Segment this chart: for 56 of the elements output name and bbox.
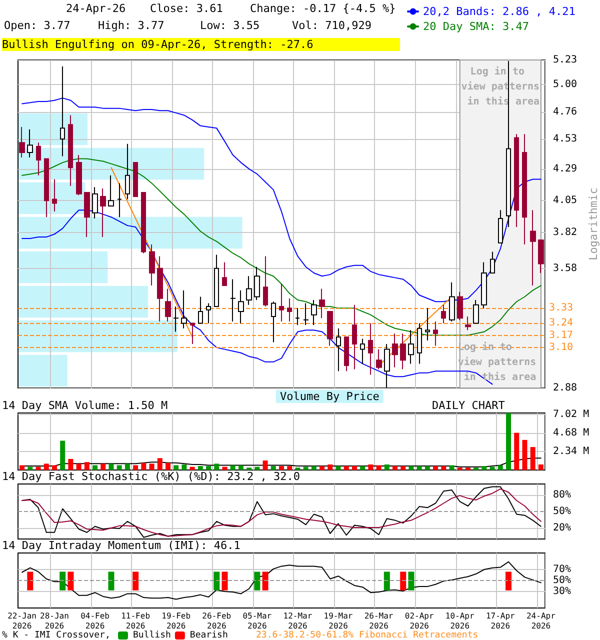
y-tick-label: 70% — [553, 564, 572, 575]
legend-label: Bearish — [190, 630, 228, 640]
y-tick-label: 5.00 — [553, 79, 578, 90]
text: Close: 3.61 — [150, 2, 223, 15]
y-tick-label: 7.02 M — [553, 408, 590, 420]
y-tick-label: 3.58 — [553, 262, 578, 274]
legend-label: Bullish — [133, 630, 171, 640]
chart-title: 14 Day Intraday Momentum (IMI): 46.1 — [2, 539, 240, 552]
x-tick-label: 19-Feb 2026 — [162, 612, 191, 630]
y-tick-label: 4.29 — [553, 163, 578, 174]
x-tick-label: 11-Feb 2026 — [121, 612, 150, 630]
x-tick-label: 24-Apr 2026 — [526, 612, 556, 630]
text: DAILY CHART — [432, 399, 506, 412]
x-tick-label: 02-Apr 2026 — [404, 612, 434, 630]
x-tick-label: 19-Mar 2026 — [324, 612, 353, 630]
text: Bullish Engulfing on 09-Apr-26, Strength: -27.6 — [2, 38, 314, 51]
ref-line-label: 3.33 — [549, 302, 574, 314]
y-tick-label: 50% — [553, 506, 572, 517]
x-tick-label: 28-Jan 2026 — [40, 612, 70, 630]
y-tick-label: 4.05 — [553, 195, 578, 206]
y-tick-label: 2.88 — [553, 382, 578, 394]
x-tick-label: 05-Mar 2026 — [242, 612, 272, 630]
x-tick-label: 10-Apr 2026 — [445, 612, 474, 630]
y-tick-label: 3.82 — [553, 227, 578, 238]
text: % K - IMI Crossover, — [2, 630, 110, 640]
ref-line-label: 3.17 — [549, 330, 574, 341]
y-axis-title: Logarithmic — [586, 188, 600, 260]
legend-label: 20,2 Bands: 2.86 , 4.21 — [423, 5, 576, 18]
x-tick-label: 26-Mar 2026 — [364, 612, 394, 630]
y-tick-label: 80% — [553, 490, 572, 500]
y-tick-label: 50% — [553, 575, 572, 586]
x-tick-label: 04-Feb 2026 — [80, 612, 110, 630]
y-tick-label: 20% — [553, 522, 572, 534]
y-tick-label: 4.68 M — [553, 427, 590, 438]
x-tick-label: 17-Apr 2026 — [486, 612, 516, 630]
text: Volume By Price — [280, 390, 380, 403]
text: Change: -0.17 {-4.5 %} — [250, 2, 396, 15]
x-tick-label: 22-Jan 2026 — [8, 612, 37, 630]
y-tick-label: 4.76 — [553, 106, 578, 118]
text: Low: 3.55 — [200, 19, 260, 32]
chart-title: 14 Day Fast Stochastic (%K) (%D): 23.2 , 32.0 — [2, 470, 300, 483]
x-tick-label: 12-Mar 2026 — [283, 612, 312, 630]
y-tick-label: 30% — [553, 586, 572, 597]
y-tick-label: 2.34 M — [553, 446, 590, 457]
x-tick-label: 26-Feb 2026 — [202, 612, 232, 630]
text: 23.6-38.2-50-61.8% Fibonacci Retracements — [256, 630, 478, 640]
text: 24-Apr-26 — [66, 2, 126, 15]
y-tick-label: 5.23 — [553, 54, 578, 66]
legend-label: 20 Day SMA: 3.47 — [423, 20, 529, 33]
text: Open: 3.77 — [4, 19, 70, 32]
text: High: 3.77 — [98, 19, 164, 32]
ref-line-label: 3.24 — [549, 318, 574, 329]
chart-title: 14 Day SMA Volume: 1.50 M — [2, 399, 168, 412]
y-tick-label: 4.53 — [553, 133, 578, 144]
text: Vol: 710,929 — [292, 19, 372, 32]
ref-line-label: 3.10 — [549, 342, 574, 354]
